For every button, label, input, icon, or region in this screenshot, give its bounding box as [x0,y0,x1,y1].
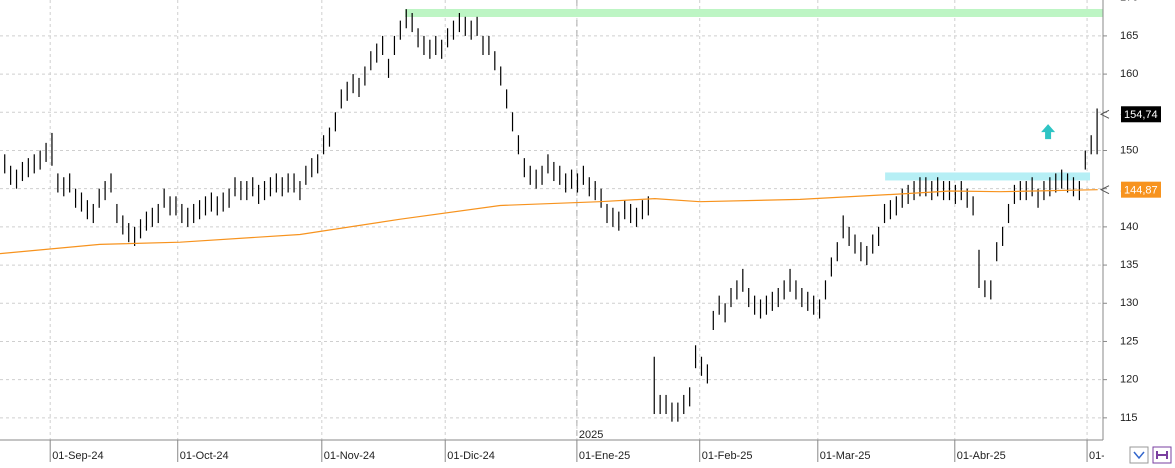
signal-arrow [1041,124,1056,140]
plot-area [0,8,1103,422]
price-label-box [1121,106,1161,123]
x-tick-label: 01-Oct-24 [180,450,229,462]
y-tick-label: 140 [1120,221,1138,233]
toolbar-icon [1156,451,1168,459]
grid [0,0,1103,440]
x-tick-label: 01-Sep-24 [52,450,103,462]
x-tick-label: 01-Feb-25 [702,450,753,462]
y-tick-label: 150 [1120,144,1138,156]
y-tick-label: 115 [1120,412,1138,424]
ma-last-label: 144,87 [1124,185,1158,197]
x-tick-label: 01-Ene-25 [579,450,630,462]
price-pointer [1099,109,1110,119]
level-band [885,172,1091,181]
toolbar-button[interactable] [1129,446,1149,464]
y-tick-label: 135 [1120,259,1138,271]
y-tick-label: 170 [1120,0,1138,4]
axes: 1151201251301351401451501551601651702025… [579,0,1161,441]
x-axis: 01-Sep-24 01-Oct-24 01-Nov-24 01-Dic-24 01-E… [49,440,1142,462]
x-tick-label: 01-Abr-25 [957,450,1006,462]
ma-pointer [1099,185,1110,195]
level-band [405,8,1103,17]
moving-average [0,189,1098,255]
x-tick-label: 01-May-25 [1089,450,1142,462]
price-last-label: 154,74 [1124,109,1158,121]
y-tick-label: 125 [1120,335,1138,347]
x-tick-label: 01-Mar-25 [820,450,871,462]
x-tick-label: 01-Nov-24 [324,450,375,462]
y-tick-label: 130 [1120,297,1138,309]
ma-label-box [1121,181,1161,198]
y-tick-label: 120 [1120,374,1138,386]
year-label: 2025 [579,429,603,441]
y-tick-label: 160 [1120,68,1138,80]
x-tick-label: 01-Dic-24 [447,450,495,462]
y-tick-label: 165 [1120,30,1138,42]
toolbar-icon [1133,451,1145,460]
